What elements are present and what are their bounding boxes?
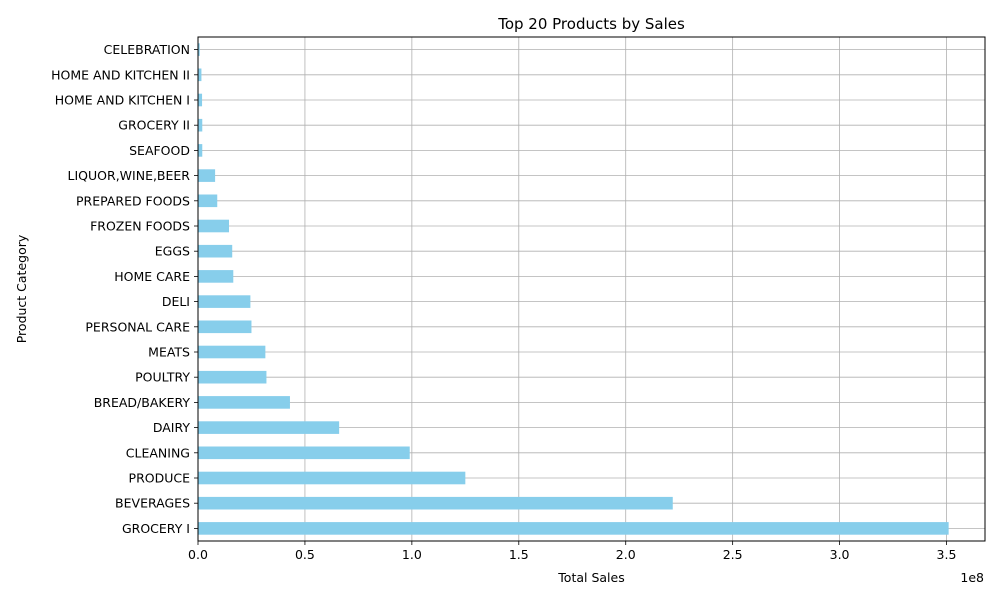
bar (198, 471, 466, 485)
y-tick-label: POULTRY (135, 370, 190, 385)
plot-frame (197, 36, 986, 542)
bar (198, 345, 266, 359)
y-tick-label: BEVERAGES (115, 496, 190, 511)
bar (198, 244, 233, 258)
y-tick-label: DELI (162, 294, 190, 309)
y-tick-label: EGGS (155, 244, 190, 259)
y-tick-label: DAIRY (153, 420, 191, 435)
bar (198, 68, 202, 82)
grid (197, 37, 985, 541)
x-tick-label: 0.5 (295, 547, 315, 562)
x-axis-ticks: 0.0 0.5 1.0 1.5 2.0 2.5 3.0 3.5 (188, 541, 956, 562)
y-tick-label: GROCERY II (118, 118, 190, 133)
bar (198, 320, 252, 334)
bars (198, 43, 949, 535)
bar (198, 194, 218, 208)
y-tick-label: CELEBRATION (104, 42, 190, 57)
y-tick-label: CLEANING (126, 445, 190, 460)
y-tick-label: PRODUCE (129, 471, 191, 486)
x-axis-offset-label: 1e8 (960, 570, 984, 585)
y-tick-label: HOME CARE (114, 269, 190, 284)
y-axis-ticks: GROCERY I BEVERAGES PRODUCE CLEANING DAIRY BR… (51, 42, 198, 536)
bar (198, 118, 203, 132)
x-tick-label: 2.5 (723, 547, 743, 562)
x-axis-label: Total Sales (557, 570, 624, 585)
chart-title: Top 20 Products by Sales (497, 15, 685, 33)
bar (198, 295, 251, 308)
x-tick-label: 1.0 (402, 547, 422, 562)
x-tick-label: 0.0 (188, 547, 208, 562)
bar (198, 144, 203, 157)
y-tick-label: PREPARED FOODS (76, 193, 190, 208)
bar (198, 370, 267, 384)
y-tick-label: GROCERY I (122, 521, 190, 536)
bar (198, 421, 340, 434)
y-axis-label: Product Category (14, 234, 29, 343)
bar (198, 93, 203, 107)
x-tick-label: 3.0 (830, 547, 850, 562)
bar (198, 43, 200, 56)
bar (198, 270, 234, 283)
bar (198, 446, 410, 460)
x-tick-label: 1.5 (509, 547, 529, 562)
bar (198, 396, 290, 409)
bar (198, 522, 949, 535)
x-tick-label: 3.5 (937, 547, 957, 562)
bar (198, 169, 216, 182)
x-tick-label: 2.0 (616, 547, 636, 562)
y-tick-label: SEAFOOD (129, 143, 190, 158)
y-tick-label: HOME AND KITCHEN II (51, 67, 190, 82)
y-tick-label: BREAD/BAKERY (94, 395, 191, 410)
y-tick-label: PERSONAL CARE (85, 319, 190, 334)
y-tick-label: LIQUOR,WINE,BEER (68, 168, 191, 183)
bar (198, 496, 673, 510)
y-tick-label: MEATS (148, 345, 190, 360)
y-tick-label: HOME AND KITCHEN I (55, 93, 190, 108)
bar (198, 219, 230, 233)
y-tick-label: FROZEN FOODS (90, 219, 190, 234)
